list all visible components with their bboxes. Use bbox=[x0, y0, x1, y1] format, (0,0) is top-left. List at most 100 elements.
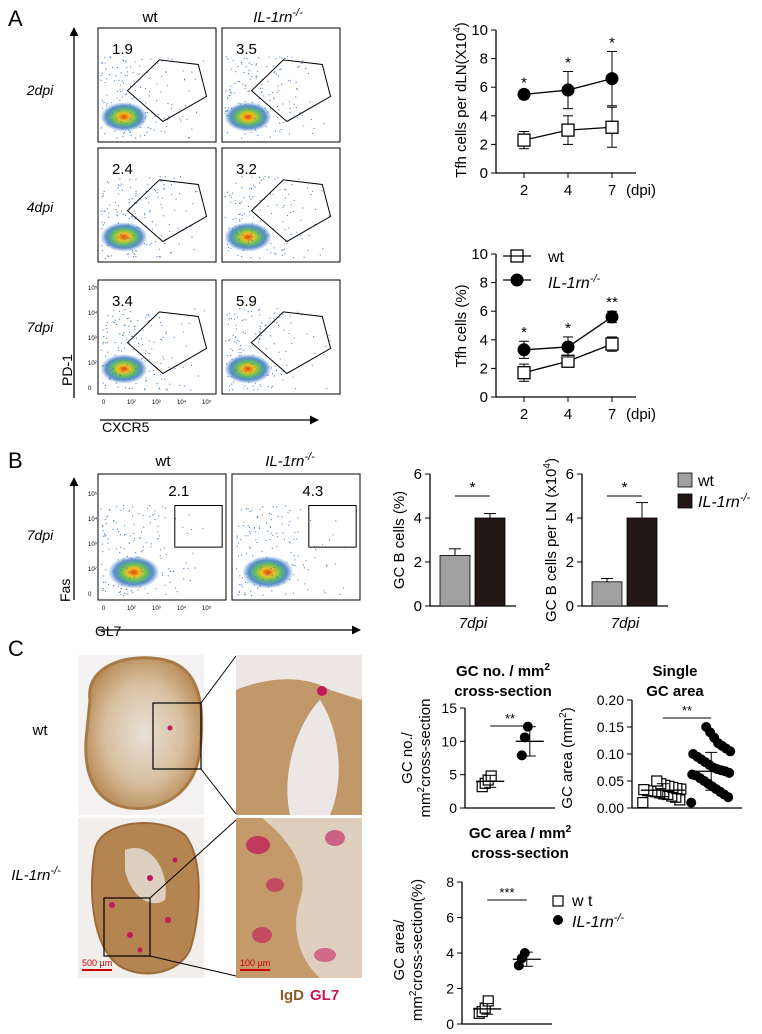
event-dot bbox=[259, 182, 261, 184]
event-dot bbox=[254, 576, 256, 578]
event-dot bbox=[293, 199, 295, 201]
event-dot bbox=[119, 110, 121, 112]
event-dot bbox=[165, 332, 167, 334]
event-dot bbox=[259, 326, 261, 328]
event-dot bbox=[250, 131, 252, 133]
event-dot bbox=[293, 564, 295, 566]
event-dot bbox=[277, 117, 279, 119]
event-dot bbox=[121, 80, 123, 82]
event-dot bbox=[289, 111, 291, 113]
event-dot bbox=[130, 535, 132, 537]
event-dot bbox=[261, 322, 263, 324]
data-point-wt bbox=[651, 775, 663, 787]
event-dot bbox=[305, 560, 307, 562]
legend-b-ko-swatch bbox=[677, 493, 693, 509]
event-dot bbox=[297, 66, 299, 68]
event-dot bbox=[298, 65, 300, 67]
event-dot bbox=[119, 99, 121, 101]
event-dot bbox=[231, 383, 233, 385]
event-dot bbox=[122, 96, 124, 98]
event-dot bbox=[182, 366, 184, 368]
x-tick-label: 2 bbox=[520, 182, 528, 199]
event-dot bbox=[252, 555, 254, 557]
event-dot bbox=[180, 120, 182, 122]
event-dot bbox=[113, 519, 115, 522]
event-dot bbox=[273, 98, 275, 100]
y-tick-label: 6 bbox=[414, 466, 422, 483]
flow-b-x-label: GL7 bbox=[95, 623, 122, 639]
event-dot bbox=[154, 510, 156, 512]
event-dot bbox=[230, 363, 233, 365]
event-dot bbox=[123, 131, 126, 133]
y-axis-label: GC B cells (%) bbox=[391, 491, 408, 589]
event-dot bbox=[162, 506, 164, 508]
event-dot bbox=[150, 543, 152, 545]
chart-title: cross-section bbox=[454, 683, 552, 700]
event-dot bbox=[137, 119, 139, 121]
y-tick-label: 0.20 bbox=[597, 692, 624, 708]
event-dot bbox=[103, 336, 105, 338]
event-dot bbox=[161, 574, 164, 576]
event-dot bbox=[135, 337, 137, 339]
event-dot bbox=[135, 190, 137, 192]
event-dot bbox=[116, 211, 118, 213]
event-dot bbox=[226, 243, 228, 245]
event-dot bbox=[236, 535, 238, 537]
event-dot bbox=[129, 311, 131, 313]
event-dot bbox=[135, 114, 137, 116]
event-dot bbox=[271, 385, 273, 387]
event-dot bbox=[161, 324, 163, 326]
event-dot bbox=[119, 578, 121, 580]
event-dot bbox=[114, 201, 116, 203]
event-dot bbox=[230, 247, 232, 249]
event-dot bbox=[183, 568, 185, 570]
event-dot bbox=[229, 195, 231, 197]
event-dot bbox=[119, 84, 121, 86]
event-dot bbox=[120, 210, 122, 212]
event-dot bbox=[243, 349, 245, 351]
event-dot bbox=[279, 358, 281, 360]
event-dot bbox=[255, 129, 257, 131]
event-dot bbox=[106, 516, 108, 518]
event-dot bbox=[160, 362, 162, 364]
event-dot bbox=[262, 364, 264, 366]
event-dot bbox=[100, 210, 102, 212]
event-dot bbox=[123, 534, 126, 536]
event-dot bbox=[243, 57, 245, 60]
bar-wt bbox=[591, 581, 623, 607]
event-dot bbox=[140, 531, 143, 533]
event-dot bbox=[131, 198, 133, 200]
event-dot bbox=[261, 514, 263, 516]
event-dot bbox=[259, 383, 261, 385]
event-dot bbox=[178, 243, 180, 245]
event-dot bbox=[288, 227, 290, 229]
y-tick-label: 0.05 bbox=[597, 773, 624, 789]
significance-mark: * bbox=[622, 479, 628, 496]
y-tick-label: 15 bbox=[441, 700, 457, 716]
y-tick-label: 2 bbox=[414, 554, 422, 571]
event-dot bbox=[112, 528, 114, 530]
event-dot bbox=[107, 244, 110, 246]
event-dot bbox=[265, 126, 267, 128]
event-dot bbox=[284, 57, 286, 59]
event-dot bbox=[191, 128, 193, 130]
y-tick-label: 10 bbox=[471, 22, 488, 39]
event-dot bbox=[166, 84, 169, 86]
event-dot bbox=[330, 340, 332, 342]
data-point-wt bbox=[517, 366, 531, 380]
event-dot bbox=[253, 528, 256, 530]
event-dot bbox=[249, 531, 251, 533]
event-dot bbox=[129, 118, 131, 120]
event-dot bbox=[156, 256, 158, 258]
event-dot bbox=[145, 541, 147, 544]
event-dot bbox=[239, 225, 241, 227]
event-dot bbox=[251, 64, 253, 66]
event-dot bbox=[106, 241, 108, 243]
event-dot bbox=[120, 183, 122, 185]
event-dot bbox=[160, 256, 162, 258]
event-dot bbox=[262, 240, 264, 242]
event-dot bbox=[234, 341, 236, 343]
event-dot bbox=[124, 106, 126, 108]
event-dot bbox=[105, 337, 107, 339]
x-tick-label: 7 bbox=[608, 406, 616, 423]
